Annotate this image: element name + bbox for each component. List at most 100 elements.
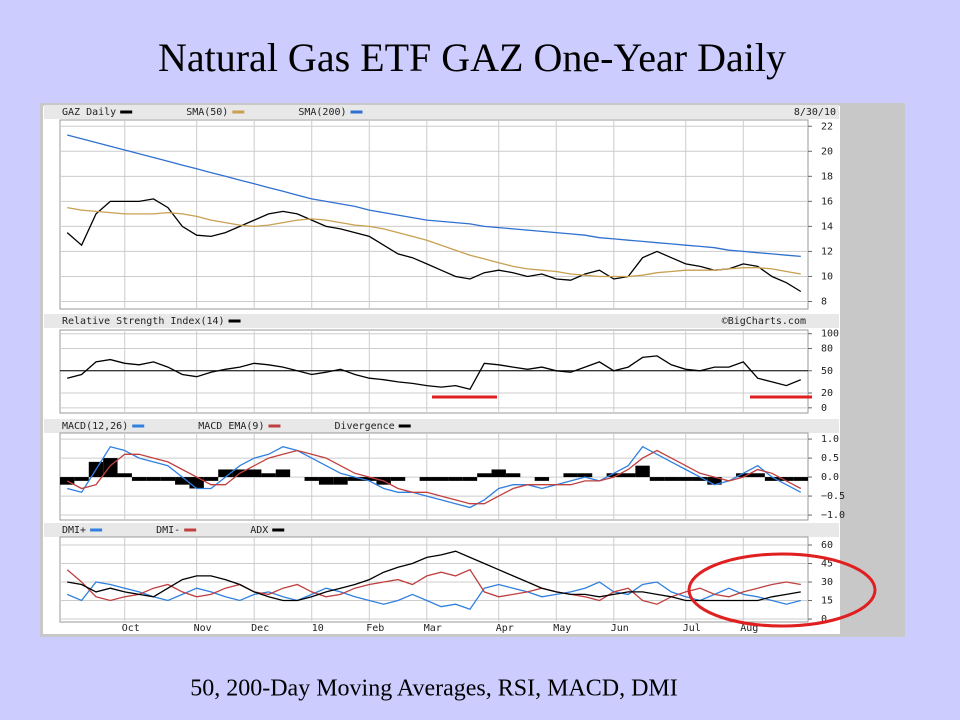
divergence-bar — [649, 477, 665, 481]
series-line — [66, 568, 801, 605]
series-line — [67, 206, 801, 278]
series-line — [67, 355, 802, 391]
y-tick-label: −0.5 — [821, 491, 845, 502]
divergence-bar — [793, 477, 808, 481]
divergence-bar — [160, 477, 176, 481]
y-tick-label: 0.0 — [821, 472, 839, 483]
divergence-bar — [74, 477, 89, 481]
panel-header — [44, 419, 839, 433]
divergence-bar — [434, 477, 449, 481]
series-line — [66, 198, 802, 293]
divergence-bar — [534, 477, 550, 481]
divergence-bar — [563, 473, 578, 478]
y-tick-label: 10 — [821, 271, 833, 282]
legend-label: SMA(50) — [186, 107, 228, 118]
y-tick-label: 12 — [821, 246, 833, 257]
y-tick-label: 18 — [821, 171, 833, 182]
divergence-bar — [707, 477, 722, 485]
divergence-bar — [635, 465, 650, 478]
legend-label: MACD EMA(9) — [198, 421, 264, 432]
panel-header — [44, 523, 839, 537]
y-tick-label: 20 — [821, 146, 833, 157]
divergence-bar — [304, 477, 319, 481]
plot-area — [59, 119, 809, 310]
divergence-bar — [692, 477, 708, 481]
divergence-bar — [779, 477, 794, 481]
y-tick-label: 0.5 — [821, 453, 839, 464]
legend-label: MACD(12,26) — [62, 421, 128, 432]
legend-label: DMI- — [156, 525, 180, 536]
x-tick-label: Oct — [122, 623, 140, 634]
divergence-bar — [218, 469, 233, 478]
panel-header — [44, 105, 839, 119]
divergence-bar — [577, 473, 593, 478]
divergence-bar — [448, 477, 463, 481]
x-tick-label: Jul — [683, 623, 701, 634]
legend-label: SMA(200) — [298, 107, 346, 118]
x-tick-label: Dec — [251, 623, 269, 634]
legend-label: DMI+ — [62, 525, 86, 536]
y-tick-label: 0 — [821, 403, 827, 414]
y-tick-label: 20 — [821, 388, 833, 399]
series-line — [66, 449, 802, 505]
divergence-bar — [189, 477, 204, 489]
x-tick-label: Jun — [611, 623, 629, 634]
y-tick-label: 30 — [821, 577, 833, 588]
divergence-bar — [764, 477, 780, 481]
chart-source: ©BigCharts.com — [722, 316, 806, 327]
divergence-bar — [606, 473, 621, 478]
divergence-bar — [462, 477, 478, 481]
series-line — [67, 445, 802, 509]
panel-header — [44, 314, 839, 328]
y-tick-label: 50 — [821, 366, 833, 377]
y-tick-label: 100 — [821, 329, 839, 340]
divergence-bar — [247, 469, 262, 478]
annotations — [432, 395, 877, 628]
plot-area — [59, 536, 809, 623]
series-line — [67, 550, 801, 602]
y-tick-label: 14 — [821, 221, 833, 232]
x-tick-label: Apr — [496, 623, 514, 634]
charts: GAZ Daily SMA(50) SMA(200) 8/30/10 8 10 12 14 16… — [44, 105, 845, 634]
y-tick-label: 0 — [821, 614, 827, 625]
legend-label: GAZ Daily — [62, 107, 116, 118]
divergence-bar — [175, 477, 190, 485]
y-tick-label: 80 — [821, 344, 833, 355]
divergence-bar — [117, 473, 132, 478]
y-tick-label: 8 — [821, 296, 827, 307]
legend-label: ADX — [250, 525, 268, 536]
slide-caption: 50, 200-Day Moving Averages, RSI, MACD, … — [190, 676, 678, 702]
x-tick-label: Nov — [194, 623, 212, 634]
divergence-bar — [347, 477, 363, 481]
divergence-bar — [333, 477, 348, 485]
legend-label: Relative Strength Index(14) — [62, 316, 225, 327]
x-tick-label: 10 — [312, 623, 324, 634]
x-tick-label: Mar — [424, 623, 442, 634]
legend-label: Divergence — [334, 421, 394, 432]
divergence-bar — [60, 477, 75, 485]
divergence-bar — [131, 477, 147, 481]
divergence-bar — [275, 469, 291, 478]
y-tick-label: 16 — [821, 196, 833, 207]
plot-area — [59, 329, 809, 414]
x-tick-label: May — [553, 623, 571, 634]
divergence-bar — [318, 477, 334, 485]
x-tick-label: Feb — [366, 623, 384, 634]
y-tick-label: 22 — [821, 121, 833, 132]
y-tick-label: 15 — [821, 596, 833, 607]
y-tick-label: 45 — [821, 559, 833, 570]
y-tick-label: 1.0 — [821, 434, 839, 445]
divergence-bar — [736, 473, 751, 478]
divergence-bar — [203, 477, 219, 481]
series-line — [67, 134, 801, 258]
x-tick-label: Aug — [740, 623, 758, 634]
chart-date: 8/30/10 — [794, 107, 836, 118]
divergence-bar — [664, 477, 679, 481]
divergence-bar — [491, 469, 506, 478]
divergence-bar — [146, 477, 161, 481]
divergence-bar — [750, 473, 765, 478]
divergence-bar — [477, 473, 492, 478]
divergence-bar — [621, 473, 636, 478]
